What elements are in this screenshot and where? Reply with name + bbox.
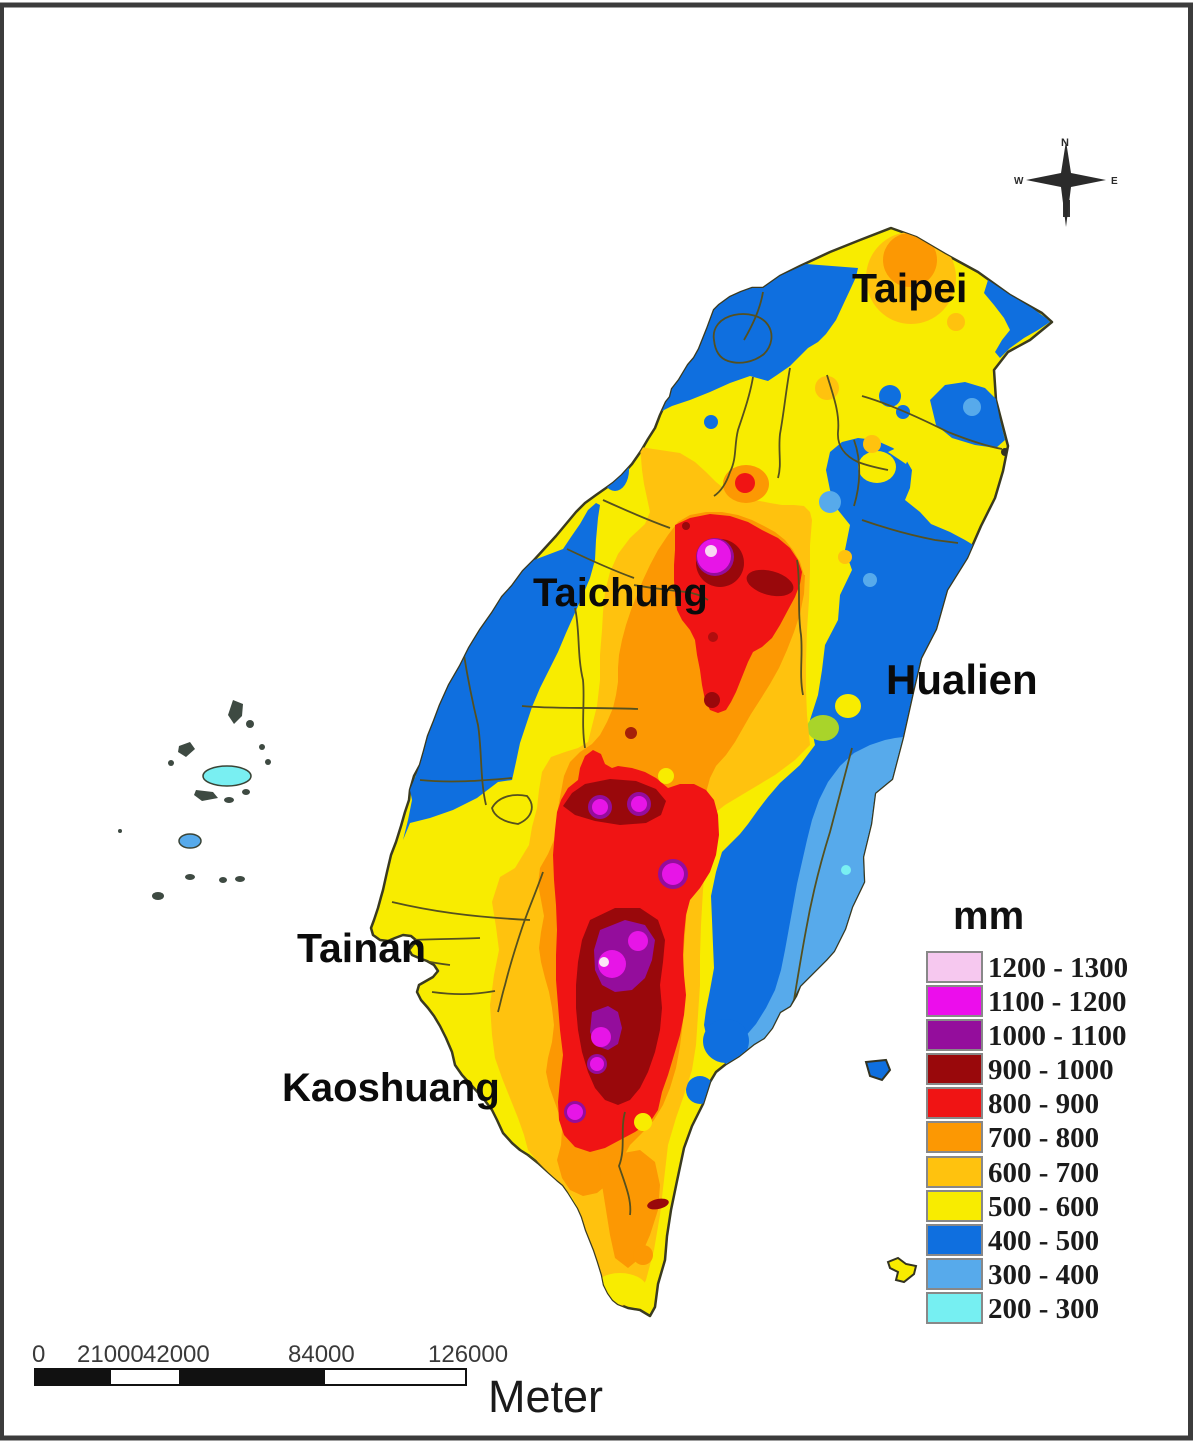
svg-text:1200 - 1300: 1200 - 1300: [988, 952, 1128, 984]
svg-text:Tainan: Tainan: [297, 925, 426, 971]
svg-text:200 - 300: 200 - 300: [988, 1293, 1099, 1325]
svg-text:1100 - 1200: 1100 - 1200: [988, 986, 1127, 1018]
svg-text:Taipei: Taipei: [852, 265, 967, 311]
svg-text:1000 - 1100: 1000 - 1100: [988, 1020, 1127, 1052]
svg-text:0: 0: [32, 1341, 45, 1368]
svg-text:300 - 400: 300 - 400: [988, 1259, 1099, 1291]
svg-text:700 - 800: 700 - 800: [988, 1122, 1099, 1154]
svg-text:900 - 1000: 900 - 1000: [988, 1054, 1114, 1086]
svg-text:126000: 126000: [428, 1341, 508, 1368]
svg-text:500 - 600: 500 - 600: [988, 1191, 1099, 1223]
svg-text:Meter: Meter: [488, 1371, 603, 1422]
svg-text:600 - 700: 600 - 700: [988, 1157, 1099, 1189]
svg-text:84000: 84000: [288, 1341, 355, 1368]
svg-text:42000: 42000: [143, 1341, 210, 1368]
svg-text:21000: 21000: [77, 1341, 144, 1368]
svg-text:Hualien: Hualien: [886, 656, 1038, 703]
svg-text:mm: mm: [953, 894, 1024, 938]
svg-text:N: N: [1061, 137, 1069, 149]
svg-text:Taichung: Taichung: [533, 571, 708, 615]
svg-text:E: E: [1111, 176, 1118, 187]
svg-text:800 - 900: 800 - 900: [988, 1088, 1099, 1120]
svg-text:Kaoshuang: Kaoshuang: [282, 1066, 500, 1110]
svg-text:400 - 500: 400 - 500: [988, 1225, 1099, 1257]
svg-text:W: W: [1014, 176, 1024, 187]
